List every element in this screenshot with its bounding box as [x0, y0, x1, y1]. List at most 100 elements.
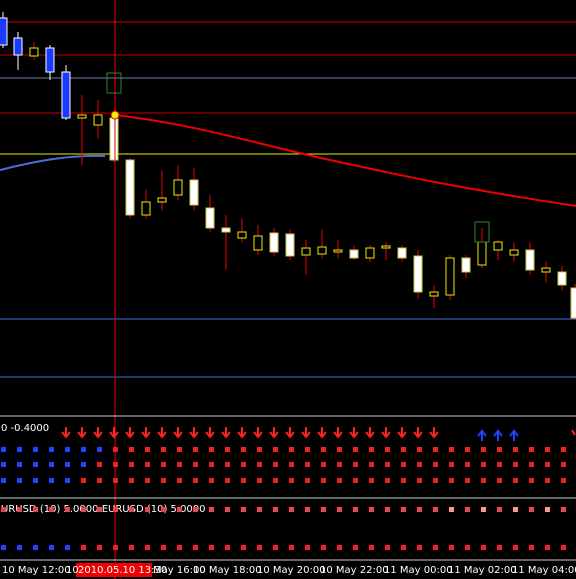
indicator-dot	[465, 545, 470, 550]
signal-arrow	[333, 427, 343, 439]
signal-arrow	[237, 427, 247, 439]
signal-arrow	[61, 427, 71, 439]
candle-body	[381, 245, 391, 249]
indicator-dot	[241, 507, 246, 512]
indicator-dot	[17, 507, 22, 512]
indicator-dot	[129, 447, 134, 452]
signal-arrow	[349, 427, 359, 439]
signal-arrow	[381, 427, 391, 439]
indicator-dot	[193, 507, 198, 512]
candle-body	[253, 235, 263, 251]
indicator-dot	[545, 507, 550, 512]
time-label: 10	[66, 565, 79, 576]
indicator-dot	[113, 545, 118, 550]
indicator-label: 0 -0.4000	[1, 423, 49, 434]
signal-arrow	[93, 427, 103, 439]
indicator-dot	[81, 545, 86, 550]
indicator-dot	[449, 507, 454, 512]
candle-body	[493, 241, 503, 251]
candle-body	[0, 17, 8, 46]
indicator-dot	[241, 447, 246, 452]
indicator-dot	[33, 447, 38, 452]
indicator-dot	[193, 462, 198, 467]
signal-box	[106, 72, 122, 94]
indicator-dot	[481, 447, 486, 452]
indicator-dot	[49, 462, 54, 467]
indicator-dot	[433, 447, 438, 452]
indicator-dot	[417, 447, 422, 452]
candle-body	[237, 231, 247, 239]
time-label: 11 May 04:00	[512, 565, 576, 576]
indicator-dot	[305, 507, 310, 512]
candle-body	[189, 179, 199, 206]
signal-arrow	[317, 427, 327, 439]
signal-arrow	[429, 427, 439, 439]
indicator-dot	[385, 462, 390, 467]
indicator-dot	[1, 447, 6, 452]
indicator-dot	[65, 447, 70, 452]
indicator-dot	[17, 462, 22, 467]
indicator-dot	[33, 507, 38, 512]
indicator-dot	[129, 478, 134, 483]
indicator-dot	[129, 462, 134, 467]
indicator-dot	[193, 545, 198, 550]
indicator-dot	[161, 545, 166, 550]
indicator-dot	[305, 462, 310, 467]
indicator-dot	[305, 545, 310, 550]
indicator-dot	[401, 545, 406, 550]
indicator-dot	[49, 478, 54, 483]
signal-arrow	[205, 427, 215, 439]
indicator-dot	[369, 447, 374, 452]
indicator-dot	[545, 462, 550, 467]
indicator-dot	[145, 545, 150, 550]
indicator-dot	[289, 462, 294, 467]
indicator-dot	[177, 478, 182, 483]
signal-arrow	[477, 429, 487, 441]
indicator-dot	[561, 545, 566, 550]
indicator-dot	[145, 447, 150, 452]
signal-arrow	[173, 427, 183, 439]
signal-arrow	[509, 429, 519, 441]
indicator-dot	[177, 462, 182, 467]
crosshair-label: 2010.05.10 13:30	[78, 565, 167, 576]
candle-body	[13, 37, 23, 56]
indicator-dot	[321, 478, 326, 483]
indicator-dot	[465, 507, 470, 512]
candle-body	[205, 207, 215, 229]
indicator-dot	[417, 545, 422, 550]
candle-body	[77, 114, 87, 119]
indicator-dot	[561, 447, 566, 452]
candle-body	[333, 249, 343, 253]
indicator-dot	[449, 478, 454, 483]
indicator-dot	[113, 462, 118, 467]
signal-arrow	[157, 427, 167, 439]
indicator-dot	[529, 462, 534, 467]
crosshair-label-box	[76, 563, 152, 577]
time-label: 10 May 12:00	[2, 565, 71, 576]
candle-body	[141, 201, 151, 216]
indicator-dot	[497, 478, 502, 483]
candles	[0, 12, 576, 320]
indicator-dot	[401, 478, 406, 483]
indicator-dot	[129, 507, 134, 512]
indicator-dot	[225, 478, 230, 483]
candle-body	[445, 257, 455, 296]
indicator-dot	[497, 462, 502, 467]
time-label: 11 May 02:00	[448, 565, 517, 576]
candle-body	[125, 159, 135, 216]
indicator-dot	[353, 507, 358, 512]
candle-body	[365, 247, 375, 259]
indicator-dot	[17, 447, 22, 452]
signal-arrow	[269, 427, 279, 439]
indicator-dot	[449, 545, 454, 550]
indicator-dot	[433, 507, 438, 512]
indicator-dot	[81, 462, 86, 467]
indicator-dot	[161, 478, 166, 483]
candle-body	[157, 197, 167, 203]
indicator-dot	[369, 507, 374, 512]
signal-arrow	[221, 427, 231, 439]
indicator-dot	[353, 478, 358, 483]
indicator-dot	[241, 545, 246, 550]
candle-body	[413, 255, 423, 293]
